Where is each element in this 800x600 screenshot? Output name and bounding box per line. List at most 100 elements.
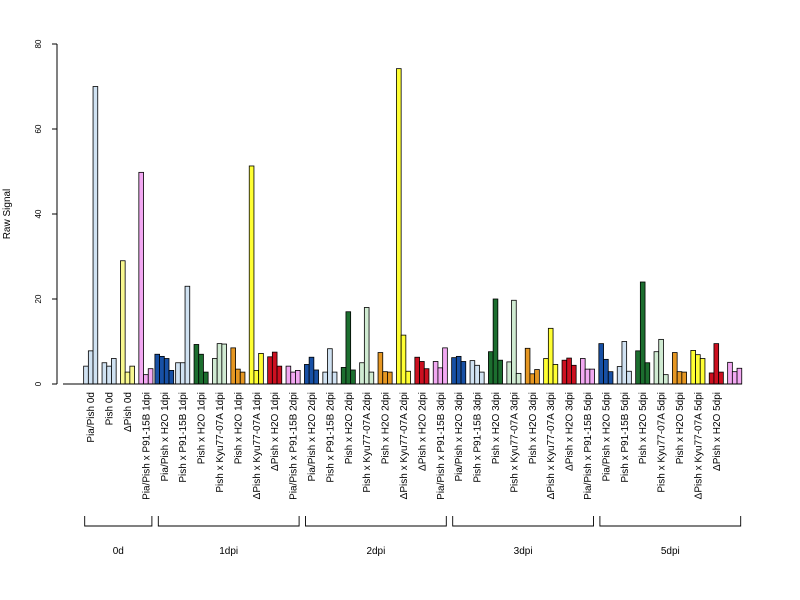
- x-tick-label: Pish x H2O 2dpi: [381, 392, 392, 464]
- bar: [322, 371, 328, 385]
- y-tick-label: 60: [34, 124, 43, 133]
- bar: [83, 365, 89, 385]
- bar: [111, 358, 117, 385]
- x-tick-label: Pish x P91-15B 2dpi: [325, 392, 336, 483]
- bar: [653, 351, 660, 385]
- bar: [359, 362, 365, 385]
- bar: [124, 371, 131, 385]
- x-tick-label: Pish x Kyu77-07A 5dpi: [657, 392, 668, 493]
- bar: [529, 373, 536, 385]
- group-label: 3dpi: [514, 546, 533, 557]
- bar: [239, 371, 246, 385]
- x-tick-label: ΔPish x H2O 2dpi: [417, 392, 428, 471]
- bar: [731, 371, 738, 385]
- bar: [469, 360, 476, 385]
- bar: [621, 341, 628, 385]
- x-tick-label: ΔPish x Kyu77-07A 5dpi: [693, 392, 704, 499]
- bar: [295, 369, 301, 385]
- bar: [216, 343, 223, 385]
- x-tick-label: Pish x H2O 3dpi: [491, 392, 502, 464]
- bar: [561, 359, 568, 385]
- bar: [101, 362, 108, 385]
- bar: [432, 361, 439, 385]
- bar: [727, 361, 733, 385]
- bars-layer: [83, 68, 743, 385]
- x-tick-label: Pia/Pish x H2O 5dpi: [601, 392, 612, 482]
- x-tick-label: ΔPish x Kyu77-07A 3dpi: [546, 392, 557, 499]
- bar: [313, 369, 319, 385]
- x-tick-label: Pish x H2O 5dpi: [675, 392, 686, 464]
- bar: [506, 361, 512, 385]
- bar: [547, 327, 554, 385]
- x-tick-label: Pia/Pish x P91-15B 2dpi: [289, 392, 300, 500]
- bar: [589, 368, 595, 385]
- bar: [566, 357, 572, 385]
- bar: [713, 343, 720, 385]
- bar: [363, 307, 370, 385]
- bar: [340, 367, 347, 385]
- x-tick-label: Pish x P91-15B 3dpi: [473, 392, 484, 483]
- bar: [168, 369, 175, 385]
- bar: [497, 359, 503, 385]
- bar: [437, 367, 444, 385]
- bar: [474, 364, 480, 385]
- bar: [258, 352, 264, 385]
- bar: [626, 370, 632, 385]
- bar: [423, 368, 430, 385]
- bar: [543, 358, 549, 385]
- bar: [147, 368, 154, 385]
- bar: [327, 348, 333, 385]
- x-tick-label: ΔPish x H2O 1dpi: [270, 392, 281, 471]
- bar: [368, 371, 375, 385]
- bar: [681, 371, 687, 385]
- bar: [248, 165, 255, 385]
- bar: [154, 353, 160, 385]
- x-tick-label: Pish 0d: [105, 392, 116, 425]
- bar: [479, 371, 485, 385]
- bar: [639, 281, 646, 385]
- bar: [492, 298, 499, 385]
- bar: [345, 311, 352, 385]
- group-bracket: [452, 516, 594, 527]
- y-axis: 0 20 40 60 80: [34, 39, 58, 386]
- x-tick-label: Pish x H2O 2dpi: [344, 392, 355, 464]
- bar: [159, 355, 165, 385]
- bar: [718, 371, 724, 385]
- bar: [87, 350, 94, 385]
- bar: [175, 362, 181, 385]
- x-tick-label: ΔPish x H2O 5dpi: [712, 392, 723, 471]
- bar: [276, 365, 283, 385]
- x-tick-label: Pia/Pish x P91-15B 1dpi: [141, 392, 152, 500]
- bar: [304, 364, 310, 385]
- bar: [230, 347, 236, 385]
- bar: [644, 362, 651, 385]
- bar: [708, 372, 715, 385]
- bar: [106, 365, 112, 385]
- bar: [524, 347, 531, 385]
- group-bracket: [84, 516, 153, 527]
- bar: [396, 68, 402, 385]
- bar: [534, 369, 540, 385]
- x-tick-label: ΔPish x Kyu77-07A 2dpi: [399, 392, 410, 499]
- group-bracket: [305, 516, 447, 527]
- bar: [387, 371, 393, 385]
- bar: [129, 365, 135, 385]
- y-axis-title: Raw Signal: [2, 189, 13, 240]
- group-label: 5dpi: [661, 546, 680, 557]
- bar: [571, 364, 577, 385]
- bar: [377, 352, 384, 385]
- x-tick-label: ΔPish 0d: [123, 392, 134, 432]
- x-tick-label: Pish x P91-15B 5dpi: [620, 392, 631, 483]
- bar: [235, 368, 241, 385]
- group-label: 1dpi: [219, 546, 238, 557]
- bar: [138, 171, 144, 385]
- bar: [455, 355, 462, 385]
- bar: [285, 365, 292, 385]
- bar: [203, 371, 209, 385]
- bar: [598, 343, 604, 385]
- bar: [676, 371, 683, 385]
- y-tick-label: 0: [34, 381, 43, 386]
- bar: [736, 367, 743, 385]
- bar: [580, 358, 586, 385]
- y-tick-label: 80: [34, 39, 43, 48]
